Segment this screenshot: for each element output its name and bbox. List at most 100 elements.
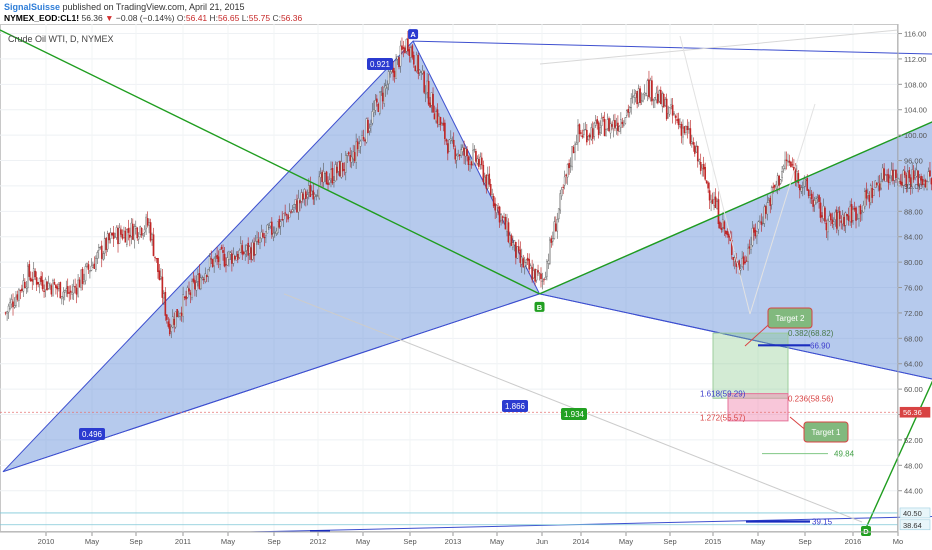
candle-body xyxy=(337,161,340,172)
target-callout xyxy=(767,307,813,329)
candle-body xyxy=(762,222,764,224)
candle-body xyxy=(770,187,773,205)
candle-body xyxy=(617,122,619,131)
candle-body xyxy=(833,221,835,225)
candle-body xyxy=(486,175,489,189)
x-tick-label: 2015 xyxy=(705,537,722,546)
candle-body xyxy=(680,123,683,136)
candle-body xyxy=(132,223,134,240)
candle-body xyxy=(540,273,542,280)
candle-body xyxy=(61,296,63,300)
candle-body xyxy=(353,152,356,161)
y-tick-label: 48.00 xyxy=(904,461,923,470)
candle-body xyxy=(557,208,560,220)
candle-body xyxy=(239,243,242,253)
candle-body xyxy=(485,174,488,189)
candle-body xyxy=(529,265,532,269)
candle-body xyxy=(25,286,28,289)
price-tag xyxy=(899,507,931,519)
price-axis[interactable]: 44.0048.0052.0056.0060.0064.0068.0072.00… xyxy=(897,24,931,532)
candle-body xyxy=(667,112,669,119)
candle-body xyxy=(219,249,221,265)
candle-body xyxy=(362,137,365,140)
candle-body xyxy=(137,236,140,240)
candle-body xyxy=(136,227,139,239)
candle-body xyxy=(127,228,130,233)
candle-body xyxy=(433,113,436,120)
candle-body xyxy=(105,237,107,250)
candle-body xyxy=(331,168,334,184)
candle-body xyxy=(86,263,88,267)
candle-body xyxy=(202,279,205,281)
candle-body xyxy=(49,284,51,286)
candle-body xyxy=(383,86,386,104)
x-tick-label: May xyxy=(356,537,370,546)
candle-body xyxy=(796,171,798,181)
projection-badge xyxy=(861,526,871,536)
candle-body xyxy=(603,119,606,137)
candle-body xyxy=(90,265,93,271)
candle-body xyxy=(492,196,495,207)
candle-body xyxy=(373,109,375,114)
price-chart[interactable]: ABCDD0.9210.4961.8661.9340.382(68.82)66.… xyxy=(0,24,932,550)
author-name[interactable]: SignalSuisse xyxy=(4,2,61,12)
candle-body xyxy=(420,71,423,73)
candle-body xyxy=(303,189,306,200)
candle-body xyxy=(411,45,414,58)
candle-body xyxy=(467,156,470,166)
candle-body xyxy=(176,309,178,318)
symbol-code: NYMEX_EOD:CL1! xyxy=(4,13,80,23)
close-value: 56.36 xyxy=(280,13,303,23)
candle-body xyxy=(537,270,539,273)
candle-body xyxy=(46,281,48,291)
candle-body xyxy=(676,119,678,121)
candle-body xyxy=(679,124,681,127)
candle-body xyxy=(41,279,44,290)
candle-body xyxy=(164,292,167,316)
candle-body xyxy=(899,180,902,185)
y-tick-label: 76.00 xyxy=(904,284,923,293)
ratio-badge xyxy=(367,58,393,70)
candle-body xyxy=(627,108,630,113)
candle-body xyxy=(201,277,204,280)
candle-body xyxy=(290,211,292,213)
candle-body xyxy=(807,189,810,196)
candle-body xyxy=(503,216,505,218)
point-badge xyxy=(408,29,419,40)
candle-body xyxy=(192,278,195,282)
candle-body xyxy=(447,143,449,154)
candle-body xyxy=(694,145,696,154)
candle-body xyxy=(495,205,498,213)
candle-body xyxy=(578,124,581,135)
candle-body xyxy=(852,209,854,221)
candle-body xyxy=(600,118,603,127)
candle-body xyxy=(399,45,402,67)
candle-body xyxy=(566,164,569,178)
candle-body xyxy=(134,226,137,229)
y-tick-label: 92.00 xyxy=(904,182,923,191)
candle-body xyxy=(911,169,914,188)
candle-body xyxy=(599,127,601,134)
candle-body xyxy=(855,207,857,221)
candle-body xyxy=(102,253,105,260)
candle-body xyxy=(401,45,403,50)
fib-label: 1.618(59.29) xyxy=(700,390,746,399)
candle-body xyxy=(15,296,17,306)
candle-body xyxy=(163,293,165,299)
y-tick-label: 80.00 xyxy=(904,258,923,267)
candle-body xyxy=(825,222,828,231)
candle-body xyxy=(717,199,720,225)
candle-body xyxy=(915,169,918,177)
candle-body xyxy=(16,294,19,300)
candle-body xyxy=(518,246,520,251)
candle-body xyxy=(344,155,347,173)
candle-body xyxy=(63,290,66,293)
candle-body xyxy=(469,159,471,165)
candle-body xyxy=(460,149,462,156)
candle-body xyxy=(589,134,591,138)
candle-body xyxy=(75,287,78,295)
time-axis[interactable]: 2010 May Sep 2011 May Sep 2012 May Sep 2013 May Jun… xyxy=(0,531,903,546)
candle-body xyxy=(760,221,763,225)
candle-body xyxy=(531,267,533,280)
candle-body xyxy=(260,231,263,239)
